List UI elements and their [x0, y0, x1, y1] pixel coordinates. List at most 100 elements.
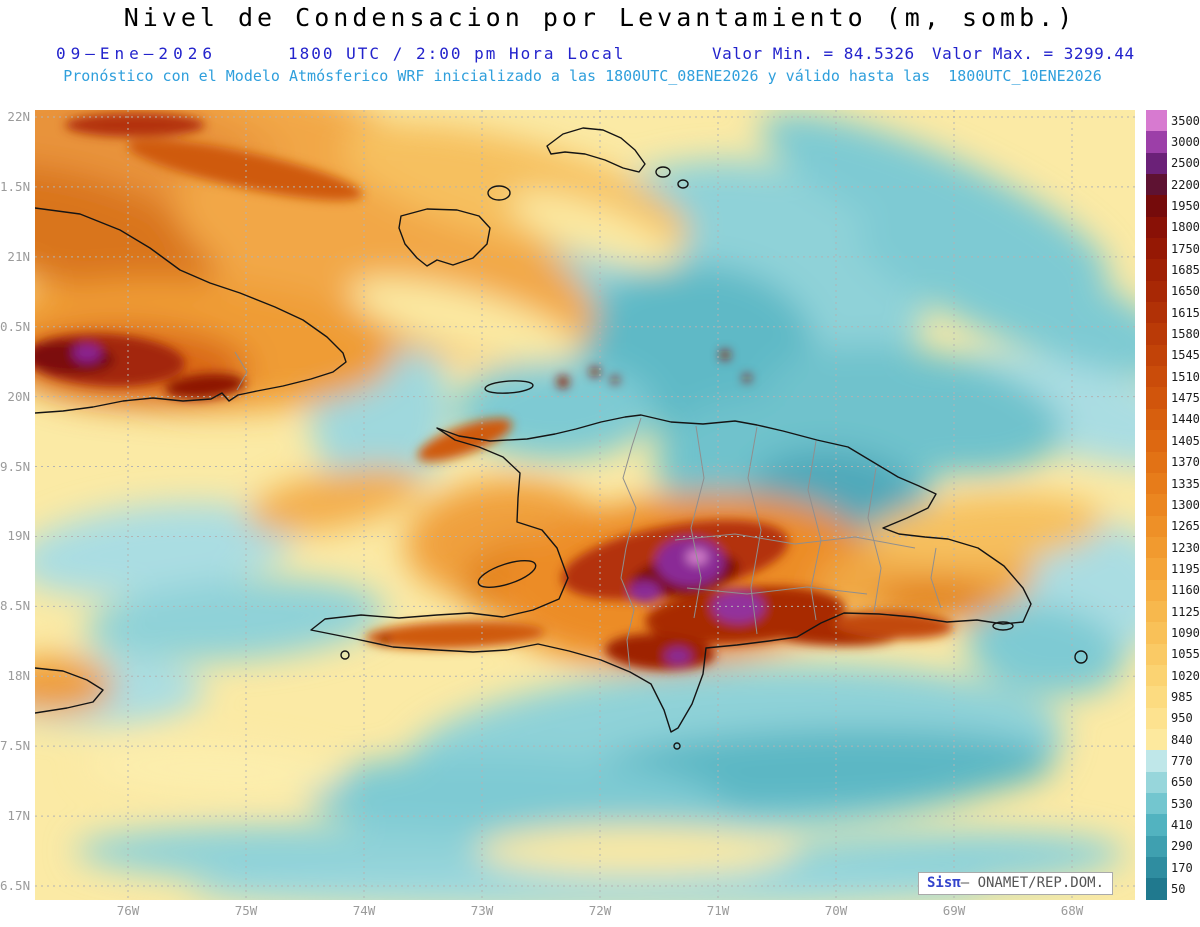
ile-a-vache-coastline: [340, 650, 350, 660]
colorbar-swatch: [1146, 302, 1167, 324]
colorbar-swatch: [1146, 387, 1167, 409]
colorbar-swatch: [1146, 515, 1167, 537]
colorbar-level: 170: [1146, 857, 1200, 879]
colorbar-level: 840: [1146, 728, 1200, 751]
province-border: [690, 425, 705, 619]
colorbar-label: 1800: [1171, 220, 1200, 235]
saona-island-coastline: [992, 621, 1014, 631]
colorbar-level: 1090: [1146, 622, 1200, 644]
lat-tick-label: 6.5N: [0, 878, 30, 893]
colorbar-swatch: [1146, 835, 1167, 858]
turks-island-coastline: [655, 166, 671, 178]
colorbar-level: 410: [1146, 814, 1200, 836]
colorbar-swatch: [1146, 814, 1167, 836]
colorbar-level: 50: [1146, 878, 1200, 900]
lon-tick-label: 76W: [116, 903, 140, 918]
colorbar-label: 3000: [1171, 135, 1200, 150]
caicos-bank-coastline: [546, 127, 646, 173]
little-inagua-coastline: [487, 185, 511, 201]
colorbar-label: 1615: [1171, 305, 1200, 320]
cuba-province-border: [234, 351, 248, 391]
colorbar-swatch: [1146, 494, 1167, 516]
turks-island-coastline: [677, 179, 689, 189]
province-border: [686, 586, 868, 595]
colorbar-swatch: [1146, 408, 1167, 431]
colorbar-swatch: [1146, 195, 1167, 217]
lon-tick-label: 74W: [352, 903, 376, 918]
colorbar-level: 290: [1146, 835, 1200, 858]
colorbar-level: 1510: [1146, 366, 1200, 388]
colorbar-swatch: [1146, 174, 1167, 196]
lat-tick-label: 18N: [7, 669, 30, 684]
colorbar-label: 1650: [1171, 284, 1200, 299]
colorbar-level: 1160: [1146, 579, 1200, 601]
attribution-brand: Sisπ: [927, 875, 961, 891]
colorbar-level: 3500: [1146, 110, 1200, 132]
colorbar-level: 2500: [1146, 152, 1200, 175]
colorbar-level: 950: [1146, 707, 1200, 729]
haiti-dr-border: [620, 417, 642, 671]
colorbar-label: 530: [1171, 796, 1193, 811]
value-min-label: Valor Min. = 84.5326: [712, 44, 915, 63]
colorbar-level: 985: [1146, 686, 1200, 708]
colorbar-label: 290: [1171, 839, 1193, 854]
lon-tick-label: 68W: [1060, 903, 1084, 918]
colorbar-label: 1090: [1171, 625, 1200, 640]
colorbar-label: 1125: [1171, 604, 1200, 619]
colorbar-label: 3500: [1171, 113, 1200, 128]
colorbar-swatch: [1146, 152, 1167, 175]
colorbar-label: 1580: [1171, 327, 1200, 342]
colorbar-label: 1300: [1171, 497, 1200, 512]
colorbar-level: 1230: [1146, 536, 1200, 559]
lon-tick-label: 69W: [942, 903, 966, 918]
colorbar-swatch: [1146, 536, 1167, 559]
colorbar-label: 950: [1171, 711, 1193, 726]
lon-tick-label: 75W: [234, 903, 258, 918]
colorbar-swatch: [1146, 643, 1167, 665]
colorbar-level: 1545: [1146, 344, 1200, 367]
model-init-line: Pronóstico con el Modelo Atmósferico WRF…: [63, 67, 1102, 85]
colorbar-label: 1405: [1171, 433, 1200, 448]
lat-tick-label: 8.5N: [0, 599, 30, 614]
colorbar-swatch: [1146, 707, 1167, 729]
colorbar-label: 50: [1171, 882, 1186, 897]
colorbar-swatch: [1146, 857, 1167, 879]
colorbar-label: 1950: [1171, 199, 1200, 214]
great-inagua-coastline: [398, 208, 491, 267]
page-title: Nivel de Condensacion por Levantamiento …: [123, 3, 1077, 32]
province-border: [930, 547, 942, 609]
colorbar-swatch: [1146, 558, 1167, 580]
colorbar-label: 1055: [1171, 647, 1200, 662]
colorbar-level: 1580: [1146, 323, 1200, 345]
colorbar-swatch: [1146, 600, 1167, 623]
colorbar-label: 985: [1171, 689, 1193, 704]
tortue-island-coastline: [484, 380, 534, 394]
map-canvas: [35, 110, 1135, 900]
beata-islet-coastline: [673, 742, 681, 750]
lat-tick-label: 1.5N: [0, 179, 30, 194]
lat-tick-label: 20N: [7, 389, 30, 404]
forecast-time: 1800 UTC / 2:00 pm Hora Local: [288, 44, 626, 63]
value-max-label: Valor Max. = 3299.44: [932, 44, 1135, 63]
colorbar-swatch: [1146, 686, 1167, 708]
colorbar-swatch: [1146, 110, 1167, 132]
lat-tick-label: 0.5N: [0, 319, 30, 334]
coastlines-layer: [35, 127, 1088, 750]
colorbar: 3500 3000 2500 2200 1950 1800 1750 1685 1650 1615…: [1146, 110, 1200, 900]
province-border: [747, 426, 762, 635]
lon-tick-label: 70W: [824, 903, 848, 918]
colorbar-level: 1405: [1146, 430, 1200, 452]
colorbar-swatch: [1146, 579, 1167, 601]
colorbar-swatch: [1146, 430, 1167, 452]
colorbar-level: 1475: [1146, 387, 1200, 409]
colorbar-level: 1370: [1146, 451, 1200, 473]
colorbar-swatch: [1146, 344, 1167, 367]
attribution-box: Sisπ— ONAMET/REP.DOM.: [918, 872, 1114, 895]
colorbar-level: 3000: [1146, 131, 1200, 153]
colorbar-swatch: [1146, 451, 1167, 473]
colorbar-level: 1950: [1146, 195, 1200, 217]
colorbar-level: 1020: [1146, 664, 1200, 687]
colorbar-swatch: [1146, 750, 1167, 772]
colorbar-level: 1300: [1146, 494, 1200, 516]
